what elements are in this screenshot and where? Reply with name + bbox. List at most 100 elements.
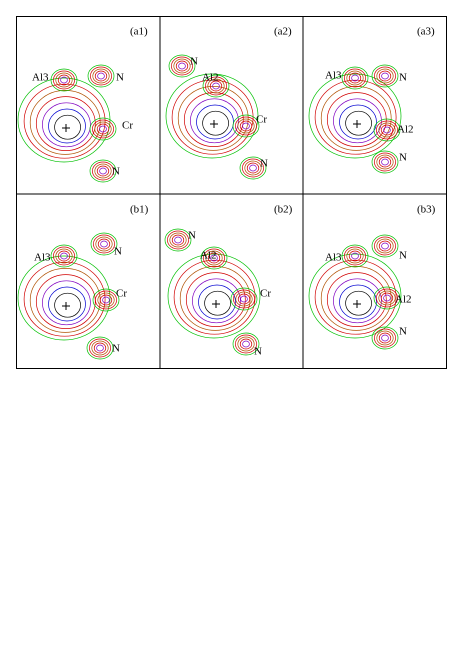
contour [171,79,254,155]
atom-contour [94,121,112,137]
atom-contour [381,242,389,250]
atom-contour [376,154,394,170]
atom-contour [239,156,267,180]
atom-contour [249,164,257,172]
atom-contour [53,246,75,266]
contour [177,86,249,151]
atom-contour [90,66,112,86]
atom-contour [240,295,248,303]
panel-label: (a1) [130,26,148,38]
atom-contour [376,330,394,346]
atom-contour [175,60,189,72]
atom-label: N [399,250,407,262]
atom-contour [371,234,399,258]
atom-contour [174,236,182,244]
contour [196,104,234,140]
atom-contour [89,117,117,141]
atom-contour [178,62,186,70]
contour [42,102,91,148]
atom-contour [242,340,250,348]
contour [198,284,236,320]
atom-contour [381,72,389,80]
contour [339,104,377,140]
atom-contour [212,82,220,90]
atom-contour [205,76,227,96]
contour [167,253,261,339]
atom-contour [97,72,105,80]
contour [345,110,372,136]
atom-contour [60,252,68,260]
atom-contour [374,152,396,172]
atom-contour [102,296,110,304]
atom-contour [237,293,251,305]
atom-contour [344,68,366,88]
contour [29,90,101,155]
panel-label: (a2) [274,26,292,38]
contour [48,286,86,322]
atom-contour [168,54,196,78]
atom-label: Al2 [397,124,414,136]
atom-contour [351,252,359,260]
panel-label: (b3) [417,204,436,216]
atom-label: Cr [122,120,133,132]
contour [308,73,402,159]
contour [320,266,392,331]
atom-contour [89,159,117,183]
atom-contour [381,158,389,166]
atom-contour [92,68,110,84]
atom-contour [57,74,71,86]
atom-contour [351,74,359,82]
atom-contour [100,240,108,248]
atom-contour [376,68,394,84]
atom-contour [239,120,253,132]
contour [29,268,101,333]
contour [35,96,96,151]
atom-contour [346,248,364,264]
atom-contour [99,125,107,133]
atom-contour [57,250,71,262]
atom-contour [233,289,255,309]
atom-label: Al3 [34,252,51,264]
contour [23,261,106,337]
atom-label: Al3 [32,72,49,84]
atom-contour [209,80,223,92]
atom-contour [95,290,117,310]
atom-contour [50,244,78,268]
atom-label: N [399,72,407,84]
atom-contour [378,156,392,168]
atom-contour [87,64,115,88]
atom-contour [97,292,115,308]
atom-contour [171,234,185,246]
contour [333,278,382,324]
contour [314,79,397,155]
contour [165,73,259,159]
atom-contour [232,332,260,356]
contour [202,110,229,136]
atom-contour [378,122,396,138]
contour [23,83,106,159]
atom-contour [374,328,396,348]
contour [314,259,397,335]
atom-label: Al2 [202,72,219,84]
atom-contour [96,123,110,135]
atom-contour [93,342,107,354]
atom-contour [373,118,401,142]
atom-contour [92,119,114,139]
atom-contour [95,236,113,252]
atom-contour [376,120,398,140]
atom-contour [346,70,364,86]
atom-contour [203,248,225,268]
atom-label: N [399,326,407,338]
atom-contour [371,64,399,88]
contour [35,274,96,329]
atom-label: N [399,152,407,164]
atom-contour [235,334,257,354]
atom-contour [171,56,193,76]
atom-contour [167,230,189,250]
atom-contour [374,66,396,86]
atom-label: N [112,166,120,178]
contour [345,290,372,316]
atom-label: N [260,158,268,170]
atom-contour [242,158,264,178]
